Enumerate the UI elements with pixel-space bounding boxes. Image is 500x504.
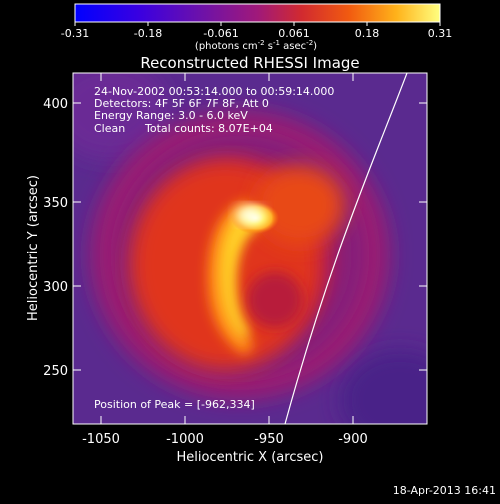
colorbar: -0.31 -0.18 -0.061 0.061 0.18 0.31 (phot… — [61, 3, 453, 52]
plot-frame — [72, 72, 428, 425]
detectors-annotation: Detectors: 4F 5F 6F 7F 8F, Att 0 — [94, 97, 269, 110]
rhessi-image — [73, 73, 427, 424]
y-tick-label-1: 300 — [43, 280, 68, 295]
time-range-annotation: 24-Nov-2002 00:53:14.000 to 00:59:14.000 — [94, 85, 334, 98]
image-annotations: 24-Nov-2002 00:53:14.000 to 00:59:14.000… — [94, 85, 334, 411]
colorbar-tick-label-3: 0.061 — [278, 27, 310, 40]
colorbar-units: (photons cm-2 s-1 asec-2) — [195, 39, 317, 52]
clean-label: Clean — [94, 122, 125, 135]
colorbar-ticks — [74, 22, 441, 26]
x-tick-label-2: -950 — [254, 432, 284, 447]
colorbar-tick-label-5: 0.31 — [428, 27, 453, 40]
colorbar-tick-label-4: 0.18 — [355, 27, 380, 40]
colorbar-tick-label-2: -0.061 — [203, 27, 238, 40]
total-counts-annotation: Total counts: 8.07E+04 — [144, 122, 273, 135]
colorbar-tick-label-0: -0.31 — [61, 27, 89, 40]
x-tick-label-0: -1050 — [82, 432, 120, 447]
axis-ticks — [73, 73, 427, 424]
y-tick-label-3: 400 — [43, 97, 68, 112]
x-tick-label-3: -900 — [338, 432, 368, 447]
y-tick-label-0: 250 — [43, 364, 68, 379]
x-axis-label: Heliocentric X (arcsec) — [177, 450, 324, 465]
y-tick-label-2: 350 — [43, 196, 68, 211]
x-tick-label-1: -1000 — [166, 432, 204, 447]
colorbar-tick-label-1: -0.18 — [134, 27, 162, 40]
y-axis-label: Heliocentric Y (arcsec) — [26, 175, 41, 321]
date-stamp: 18-Apr-2013 16:41 — [393, 484, 496, 497]
colorbar-gradient — [74, 3, 441, 23]
energy-range-annotation: Energy Range: 3.0 - 6.0 keV — [94, 109, 248, 122]
chart-title: Reconstructed RHESSI Image — [140, 54, 359, 72]
solar-limb-line — [284, 73, 408, 424]
peak-position-annotation: Position of Peak = [-962,334] — [94, 398, 255, 411]
